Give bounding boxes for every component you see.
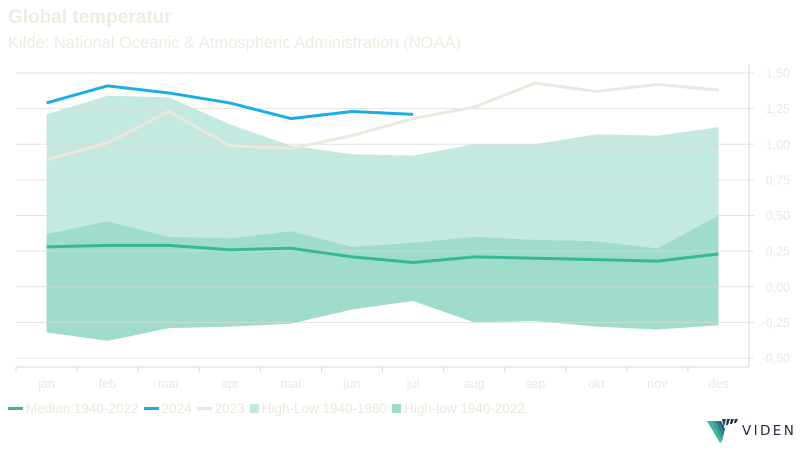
- series-line-median-1940-2022: [46, 243, 719, 265]
- y-tick-label-2: 1,00: [766, 138, 790, 152]
- legend-swatch-2023: [196, 407, 212, 410]
- x-tick-label-okt: okt: [588, 377, 605, 391]
- y-tick-label-0: 1,50: [766, 67, 790, 81]
- x-tick-label-apr: apr: [221, 377, 239, 391]
- legend-label: High-Low 1940-1980: [261, 401, 388, 416]
- viden-logo-text: VIDEN: [742, 423, 797, 439]
- axis-layer: jan feb mar apr mai jun jul aug sep okt nov des 1,50…: [15, 64, 791, 391]
- x-tick-label-des: des: [708, 377, 728, 391]
- x-tick-label-jul: jul: [406, 377, 420, 391]
- chart-legend: Median 1940-2022 2024 2023 High-Low 1940-19…: [8, 401, 530, 416]
- legend-label: 2023: [214, 401, 245, 416]
- legend-label: Median 1940-2022: [26, 401, 139, 416]
- chart-title: Global temperatur: [8, 7, 172, 28]
- legend-swatch-median-1940-2022: [8, 407, 23, 410]
- legend-label: High-low 1940-2022: [404, 401, 525, 416]
- y-tick-label-3: 0,75: [766, 173, 790, 187]
- y-tick-label-6: 0,00: [766, 280, 790, 294]
- x-tick-label-feb: feb: [99, 377, 116, 391]
- legend-item-high-low-1940-1980: High-Low 1940-1980: [249, 401, 388, 416]
- grid-layer: [16, 72, 754, 359]
- legend-swatch-2024: [143, 407, 159, 410]
- x-tick-label-mai: mai: [281, 377, 301, 391]
- x-tick-label-nov: nov: [647, 377, 668, 391]
- y-tick-label-5: 0,25: [766, 245, 790, 259]
- x-tick-label-sep: sep: [525, 377, 545, 391]
- series-line-2023: [46, 81, 719, 162]
- band-high-low-1940-2022: [46, 215, 719, 341]
- chart-subtitle: Kilde: National Oceanic & Atmospheric Ad…: [8, 34, 462, 52]
- y-tick-label-8: -0,50: [762, 352, 791, 366]
- y-tick-label-4: 0,50: [766, 209, 790, 223]
- lines-layer: [46, 81, 719, 265]
- legend-label: 2024: [161, 401, 192, 416]
- x-tick-label-jun: jun: [343, 377, 361, 391]
- x-tick-label-mar: mar: [158, 377, 180, 391]
- y-tick-label-7: -0,25: [762, 316, 791, 330]
- legend-swatch-high-low-1940-1980: [249, 404, 259, 413]
- series-line-2024: [46, 84, 414, 121]
- viden-stripe-triangle-icon: [707, 419, 738, 443]
- legend-item-2024: 2024: [143, 401, 192, 416]
- y-tick-label-1: 1,25: [766, 102, 790, 116]
- bands-layer: [46, 95, 719, 341]
- x-tick-label-aug: aug: [464, 377, 485, 391]
- viden-logo: VIDEN: [707, 419, 796, 443]
- x-tick-label-jan: jan: [37, 377, 55, 391]
- band-high-low-1940-1980: [46, 95, 719, 249]
- legend-item-median-1940-2022: Median 1940-2022: [8, 401, 139, 416]
- legend-item-2023: 2023: [196, 401, 245, 416]
- legend-item-high-low-1940-2022: High-low 1940-2022: [392, 401, 525, 416]
- legend-swatch-high-low-1940-2022: [392, 404, 402, 413]
